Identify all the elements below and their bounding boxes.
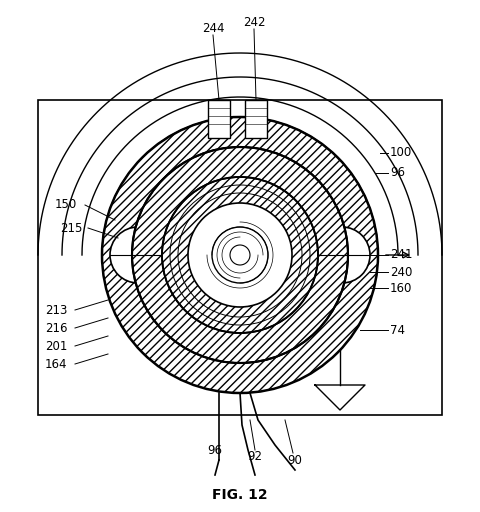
Text: FIG. 12: FIG. 12 [212, 488, 268, 502]
Text: 242: 242 [243, 15, 265, 29]
Circle shape [230, 245, 250, 265]
Text: 90: 90 [288, 454, 302, 466]
Bar [38, 100, 442, 415]
Circle shape [110, 227, 166, 283]
Bar [208, 100, 230, 138]
Text: 150: 150 [55, 199, 77, 211]
Circle shape [314, 227, 370, 283]
Text: 201: 201 [45, 339, 67, 352]
Circle shape [132, 147, 348, 363]
Text: 240: 240 [390, 266, 412, 279]
Text: 92: 92 [248, 450, 263, 462]
Text: 215: 215 [60, 222, 83, 234]
Text: 160: 160 [390, 282, 412, 294]
Text: 74: 74 [390, 324, 405, 336]
Text: 213: 213 [45, 304, 67, 316]
Text: 96: 96 [390, 166, 405, 180]
Text: 241: 241 [390, 248, 412, 262]
Text: 100: 100 [390, 146, 412, 160]
Circle shape [212, 227, 268, 283]
Text: 216: 216 [45, 322, 68, 334]
Text: 96: 96 [207, 443, 223, 457]
Circle shape [102, 117, 378, 393]
Bar [245, 100, 267, 138]
Text: 244: 244 [202, 22, 224, 34]
Circle shape [162, 177, 318, 333]
Text: 164: 164 [45, 357, 68, 371]
Circle shape [188, 203, 292, 307]
